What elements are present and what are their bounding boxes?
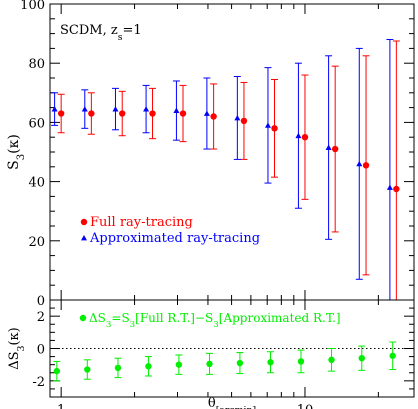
subscript: 3: [16, 154, 27, 160]
legend-entry: ΔS3=S3[Full R.T.]−S3[Approximated R.T.]: [79, 311, 341, 330]
legend-label: Approximated ray-tracing: [89, 231, 260, 246]
subscript: [arcmin]: [216, 405, 256, 409]
data-point: [81, 106, 88, 112]
data-point: [145, 363, 152, 370]
text-part: [Approximated R.T.]: [219, 311, 341, 325]
data-point: [84, 366, 91, 373]
data-point: [173, 107, 180, 113]
data-point: [57, 110, 65, 117]
legend-marker: [81, 235, 87, 241]
subscript: 3: [130, 320, 136, 330]
y-tick-label: 20: [28, 235, 45, 250]
data-point: [240, 117, 248, 125]
data-point: [386, 184, 393, 190]
y-tick-label: 60: [28, 116, 45, 131]
data-point: [331, 145, 339, 153]
series-delta-s3: [53, 341, 397, 382]
x-tick-label: 1: [57, 403, 65, 409]
text-part: θ: [208, 396, 216, 409]
legend-marker: [79, 314, 87, 322]
data-point: [179, 110, 187, 117]
subscript: 3: [213, 320, 219, 330]
data-point: [206, 360, 213, 368]
top-data: [51, 39, 400, 300]
y-tick-label: 0: [37, 343, 45, 358]
data-point: [236, 359, 244, 367]
data-point: [203, 110, 210, 116]
y-tick-label: 100: [20, 0, 45, 13]
data-point: [149, 110, 156, 117]
subscript: 3: [16, 345, 27, 351]
legend-marker: [80, 218, 88, 226]
legend-label: Full ray-tracing: [90, 215, 193, 230]
text-part: (κ): [6, 134, 22, 154]
y-tick-label: 80: [28, 57, 45, 72]
text-part: ΔS: [7, 351, 22, 369]
data-point: [267, 359, 274, 366]
data-point: [271, 125, 278, 132]
data-point: [234, 114, 241, 121]
data-point: [389, 352, 396, 359]
data-point: [175, 361, 183, 368]
data-point: [51, 106, 58, 112]
data-point: [328, 356, 335, 364]
data-point: [295, 132, 302, 139]
data-point: [297, 358, 305, 365]
y-axis-label: S3(κ): [6, 134, 27, 170]
subscript: s: [118, 32, 123, 43]
series-approximated-ray-tracing: [51, 39, 394, 300]
top-panel: 0 20 40 60 80 100 SCDM, zs=1 S3(κ) Full ray-trac…: [6, 0, 415, 309]
text-part: ΔS: [89, 311, 106, 325]
bottom-data: [53, 341, 397, 382]
series-full-ray-tracing: [57, 40, 400, 300]
y-tick-label: -2: [32, 375, 45, 390]
text-part: SCDM, z: [60, 23, 118, 38]
data-point: [53, 367, 61, 375]
text-part: =S: [111, 311, 129, 325]
y-tick-label: 2: [37, 310, 45, 325]
model-annotation: SCDM, zs=1: [60, 23, 142, 43]
text-part: S: [6, 160, 22, 170]
x-axis-label: θ[arcmin]: [208, 396, 256, 409]
y-axis-label: ΔS3(κ): [7, 327, 27, 370]
subscript: 3: [106, 320, 112, 330]
data-point: [362, 162, 370, 169]
data-point: [393, 185, 400, 193]
data-point: [112, 106, 119, 112]
data-point: [325, 144, 332, 150]
data-point: [119, 110, 126, 117]
legend-entry: Approximated ray-tracing: [81, 231, 260, 246]
text-part: (κ): [7, 327, 22, 345]
data-point: [210, 113, 217, 120]
data-point: [114, 364, 122, 372]
y-tick-label: 40: [28, 176, 45, 191]
data-point: [356, 160, 363, 167]
y-tick-label: 0: [37, 294, 45, 309]
data-point: [143, 106, 150, 112]
text-part: [Full R.T.]−S: [135, 311, 213, 325]
data-point: [264, 122, 271, 128]
legend-entry: Full ray-tracing: [80, 215, 193, 230]
x-tick-label: 10: [297, 403, 314, 409]
text-part: =1: [123, 23, 142, 38]
legend-label: ΔS3=S3[Full R.T.]−S3[Approximated R.T.]: [89, 311, 341, 330]
data-point: [358, 355, 365, 362]
data-point: [88, 110, 95, 117]
data-point: [301, 134, 309, 141]
